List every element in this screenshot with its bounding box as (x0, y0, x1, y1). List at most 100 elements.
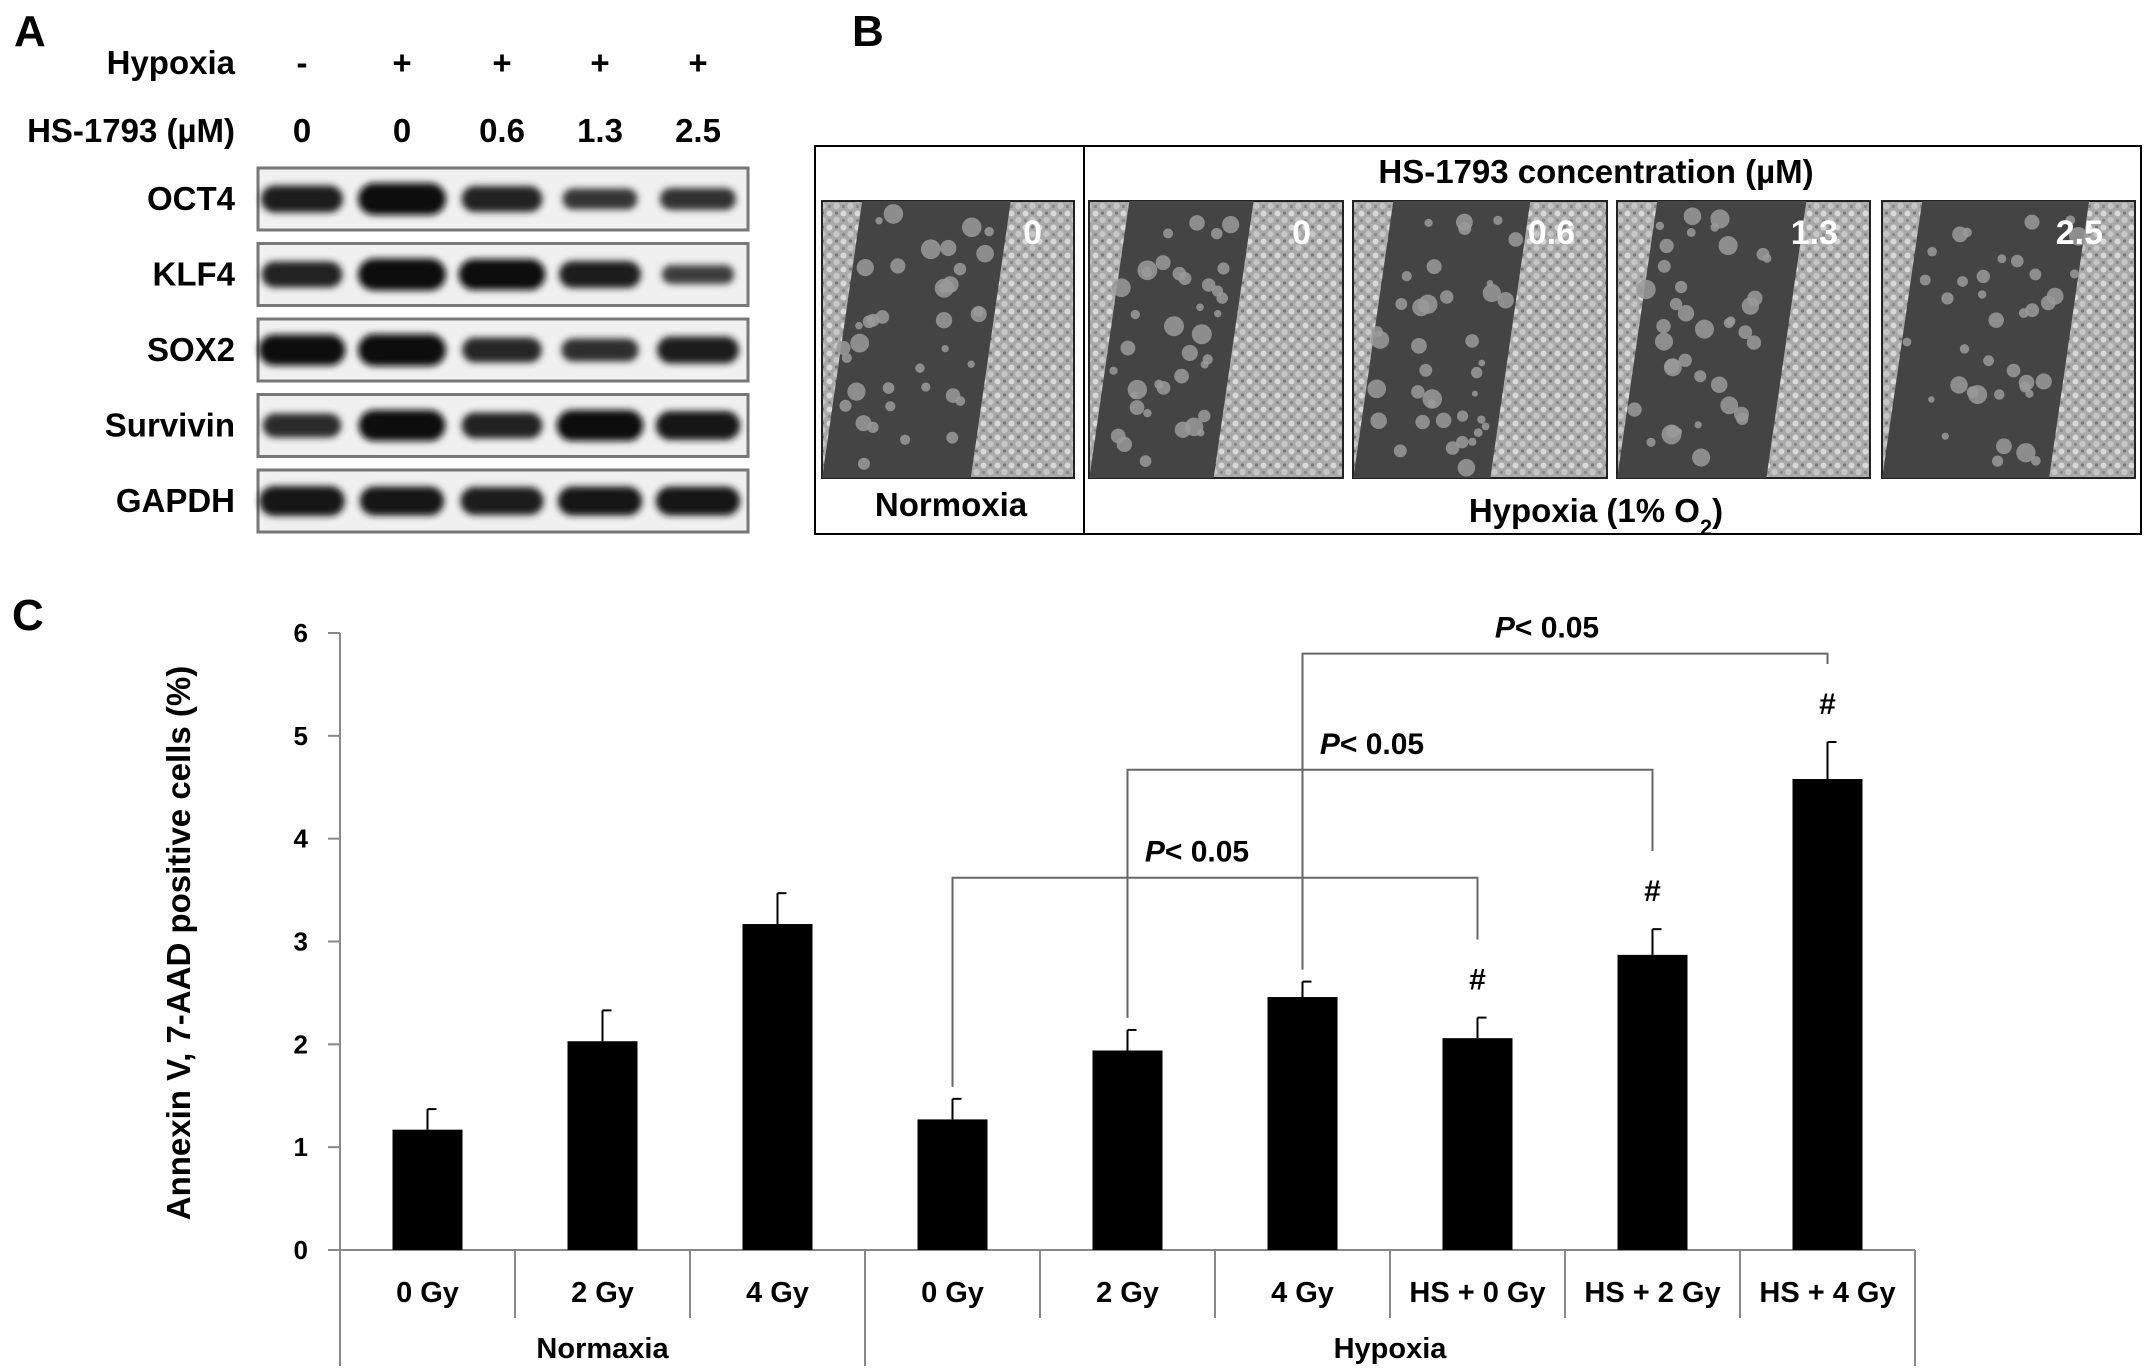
cell-cluster (1902, 337, 1912, 347)
cell-cluster (1941, 292, 1954, 305)
cell-cluster (1994, 389, 2005, 400)
cell-cluster (839, 399, 852, 412)
cell-cluster (875, 310, 890, 324)
cell-cluster (1189, 215, 1205, 231)
concentration-label: 2.5 (2056, 214, 2103, 252)
cell-cluster (935, 312, 953, 329)
blot-band (559, 261, 641, 288)
blot-label: Survivin (105, 407, 235, 444)
blot-band (655, 486, 741, 516)
cell-cluster (1486, 280, 1494, 287)
panel-b-wound-healing: B HS-1793 concentration (µM) 0 0 0.6 1.3 2.5… (814, 7, 2142, 540)
y-tick-label: 2 (294, 1029, 308, 1059)
cell-cluster (862, 315, 876, 329)
cell-cluster (2035, 373, 2052, 390)
group-label: Normaxia (536, 1333, 669, 1365)
cell-cluster (942, 276, 959, 293)
blot-band (359, 486, 445, 516)
condition-value: + (392, 44, 411, 81)
bar (1617, 954, 1688, 1250)
cell-cluster (882, 382, 895, 394)
panel-c-letter: C (12, 591, 44, 640)
blot-band (358, 258, 446, 291)
condition-value: 0 (293, 112, 311, 149)
cell-cluster (1720, 396, 1739, 415)
blot-band (661, 265, 735, 284)
cell-cluster (1683, 207, 1702, 226)
cell-cluster (1130, 391, 1139, 400)
cell-cluster (1477, 415, 1486, 424)
cell-cluster (1966, 386, 1979, 399)
cell-cluster (1957, 276, 1968, 287)
bar (1792, 779, 1863, 1250)
scratch-gap (1353, 201, 1531, 478)
cell-cluster (1395, 298, 1408, 310)
panel-c-apoptosis-chart: C Annexin V, 7-AAD positive cells (%) 0 1… (12, 591, 1916, 1366)
panel-a-letter: A (14, 7, 46, 56)
y-tick-label: 3 (294, 927, 308, 957)
cell-cluster (1457, 458, 1476, 477)
category-label: 0 Gy (921, 1277, 984, 1309)
blot-band (460, 487, 544, 515)
cell-cluster (2025, 389, 2034, 398)
category-label: HS + 2 Gy (1584, 1277, 1720, 1309)
blot-label: KLF4 (153, 256, 236, 293)
bar (1267, 997, 1338, 1250)
cell-cluster (1481, 422, 1490, 431)
cell-cluster (1419, 363, 1433, 377)
condition-value: 0.6 (479, 112, 525, 149)
micrograph: 0 (821, 200, 1075, 479)
cell-cluster (1129, 400, 1145, 415)
cell-cluster (955, 396, 966, 406)
cell-cluster (1976, 269, 1990, 284)
condition-label: Hypoxia (107, 44, 236, 81)
condition-value: 0 (393, 112, 411, 149)
condition-value: + (590, 44, 609, 81)
panel-b-letter: B (852, 7, 884, 56)
cell-cluster (1471, 390, 1478, 397)
condition-value: 1.3 (577, 112, 623, 149)
p-value-label: P< 0.05 (1495, 612, 1599, 645)
significance-marker: # (1644, 875, 1661, 908)
cell-cluster (1996, 438, 2012, 455)
cell-cluster (1661, 424, 1682, 445)
cell-cluster (1439, 290, 1454, 304)
blot-band (358, 183, 446, 215)
cell-cluster (1456, 410, 1469, 422)
bar (917, 1119, 988, 1250)
cell-cluster (1992, 455, 2004, 467)
cell-cluster (1657, 259, 1671, 273)
cell-cluster (1445, 441, 1460, 455)
cell-cluster (1412, 298, 1430, 317)
bar (392, 1129, 463, 1250)
blot-band (258, 334, 346, 366)
blot-band (262, 413, 342, 438)
cell-cluster (2040, 295, 2056, 311)
cell-cluster (1411, 385, 1425, 399)
cell-cluster (1710, 376, 1728, 394)
cell-cluster (1756, 247, 1770, 261)
cell-cluster (1393, 444, 1407, 458)
blot-band (655, 411, 741, 440)
cell-cluster (2011, 254, 2024, 268)
cell-cluster (1678, 353, 1692, 367)
blot-band (462, 337, 542, 363)
blot-row: SOX2 (147, 317, 750, 383)
y-tick-label: 1 (294, 1132, 308, 1162)
cell-cluster (1174, 421, 1191, 438)
cell-cluster (1686, 228, 1696, 237)
cell-cluster (1415, 414, 1430, 430)
cell-cluster (1694, 319, 1714, 339)
comparison-bracket (951, 876, 1479, 1087)
cell-cluster (1478, 359, 1486, 367)
cell-cluster (1663, 358, 1682, 377)
concentration-label: 0 (1292, 214, 1311, 252)
blot-band (562, 188, 638, 210)
cell-cluster (921, 382, 931, 392)
cell-cluster (2025, 303, 2040, 318)
cell-cluster (1692, 448, 1711, 467)
cell-cluster (1508, 232, 1524, 247)
cell-cluster (883, 204, 904, 224)
blot-row: Survivin (105, 393, 750, 458)
hypoxia-label: Hypoxia (1% O2) (1469, 492, 1723, 540)
